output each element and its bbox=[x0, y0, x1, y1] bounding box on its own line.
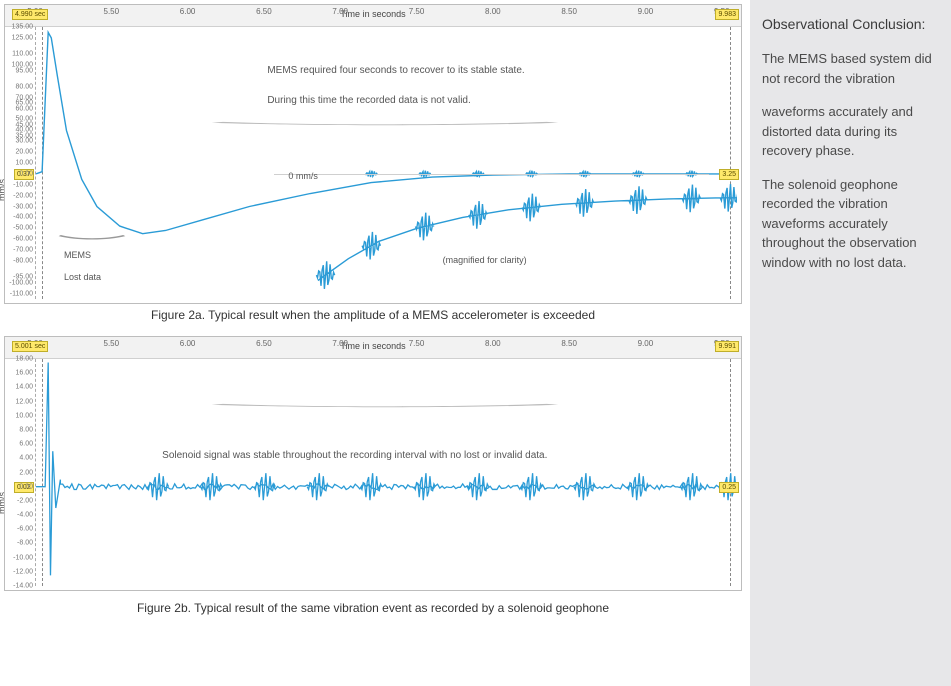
y-tick: 20.00 bbox=[9, 149, 33, 156]
y-tick: 80.00 bbox=[9, 83, 33, 90]
y-tick: 135.00 bbox=[9, 24, 33, 31]
y-tick: -100.00 bbox=[9, 279, 33, 286]
sidebar-panel: Observational Conclusion: The MEMS based… bbox=[750, 0, 951, 686]
x-tick: 8.50 bbox=[561, 339, 577, 348]
y-tick: -4.00 bbox=[9, 512, 33, 519]
x-tick: 6.00 bbox=[180, 7, 196, 16]
y-tick: 2.00 bbox=[9, 469, 33, 476]
y-tick: -50.00 bbox=[9, 225, 33, 232]
y-tick: -40.00 bbox=[9, 214, 33, 221]
x-tick: 8.50 bbox=[561, 7, 577, 16]
zero-badge-right-a: 3.25 bbox=[719, 169, 739, 180]
zero-badge-right-b: 0.25 bbox=[719, 482, 739, 493]
x-tick: 7.00 bbox=[332, 7, 348, 16]
x-tick: 6.50 bbox=[256, 7, 272, 16]
y-tick: -70.00 bbox=[9, 247, 33, 254]
y-tick: 0.00 bbox=[9, 483, 33, 490]
y-tick: 10.00 bbox=[9, 160, 33, 167]
chart-b-xtitle: Time in seconds bbox=[340, 341, 405, 351]
chart-a-wrap: mm/s Time in seconds 5.005.506.006.507.0… bbox=[4, 4, 742, 336]
y-tick: 110.00 bbox=[9, 51, 33, 58]
y-tick: 18.00 bbox=[9, 356, 33, 363]
y-tick: -14.00 bbox=[9, 583, 33, 590]
y-tick: 0.00 bbox=[9, 170, 33, 177]
y-tick: -2.00 bbox=[9, 497, 33, 504]
y-tick: -6.00 bbox=[9, 526, 33, 533]
mems-label: MEMS bbox=[64, 250, 91, 260]
magnified-label: (magnified for clarity) bbox=[443, 255, 527, 265]
brace-long-a-icon: ︶ bbox=[203, 118, 567, 137]
sidebar-p1: The MEMS based system did not record the… bbox=[762, 49, 939, 88]
lost-data-label: Lost data bbox=[64, 272, 101, 282]
zero-line-a bbox=[274, 174, 709, 175]
y-tick: 14.00 bbox=[9, 384, 33, 391]
chart-b-plot: 5.001 sec 9.991 ︶ Solenoid signal was st… bbox=[35, 359, 737, 586]
chart-b-caption: Figure 2b. Typical result of the same vi… bbox=[4, 601, 742, 615]
y-tick: -10.00 bbox=[9, 554, 33, 561]
y-tick: 95.00 bbox=[9, 67, 33, 74]
y-tick: -8.00 bbox=[9, 540, 33, 547]
y-tick: 4.00 bbox=[9, 455, 33, 462]
sidebar-heading: Observational Conclusion: bbox=[762, 14, 939, 35]
x-tick: 9.00 bbox=[638, 7, 654, 16]
x-tick: 6.50 bbox=[256, 339, 272, 348]
y-tick: -110.00 bbox=[9, 290, 33, 297]
x-tick: 7.00 bbox=[332, 339, 348, 348]
x-tick: 5.50 bbox=[104, 339, 120, 348]
y-tick: -12.00 bbox=[9, 568, 33, 575]
sidebar-p3: The solenoid geophone recorded the vibra… bbox=[762, 175, 939, 273]
chart-a-header: Time in seconds 5.005.506.006.507.007.50… bbox=[5, 5, 741, 27]
sidebar-p2: waveforms accurately and distorted data … bbox=[762, 102, 939, 161]
y-tick: 10.00 bbox=[9, 412, 33, 419]
note-stable: Solenoid signal was stable throughout th… bbox=[162, 450, 667, 461]
x-tick: 6.00 bbox=[180, 339, 196, 348]
zero-label-a: 0 mm/s bbox=[288, 171, 318, 181]
y-tick: 30.00 bbox=[9, 138, 33, 145]
y-tick: 16.00 bbox=[9, 370, 33, 377]
note-recovery-1: MEMS required four seconds to recover to… bbox=[267, 65, 653, 76]
x-tick: 8.00 bbox=[485, 7, 501, 16]
chart-b-wrap: mm/s Time in seconds 5.005.506.006.507.0… bbox=[4, 336, 742, 629]
chart-b-header: Time in seconds 5.005.506.006.507.007.50… bbox=[5, 337, 741, 359]
time-badge-left-b: 5.001 sec bbox=[12, 341, 48, 352]
y-tick: 6.00 bbox=[9, 441, 33, 448]
x-tick: 7.50 bbox=[409, 7, 425, 16]
chart-b: Time in seconds 5.005.506.006.507.007.50… bbox=[4, 336, 742, 591]
x-tick: 8.00 bbox=[485, 339, 501, 348]
chart-a-caption: Figure 2a. Typical result when the ampli… bbox=[4, 308, 742, 322]
chart-b-waveform bbox=[36, 359, 737, 586]
chart-a: Time in seconds 5.005.506.006.507.007.50… bbox=[4, 4, 742, 304]
y-tick: 12.00 bbox=[9, 398, 33, 405]
y-tick: -10.00 bbox=[9, 181, 33, 188]
chart-a-xtitle: Time in seconds bbox=[340, 9, 405, 19]
x-tick: 5.50 bbox=[104, 7, 120, 16]
y-tick: -80.00 bbox=[9, 257, 33, 264]
main-column: mm/s Time in seconds 5.005.506.006.507.0… bbox=[0, 0, 750, 686]
y-tick: 8.00 bbox=[9, 426, 33, 433]
note-recovery-2: During this time the recorded data is no… bbox=[267, 95, 653, 106]
y-tick: 60.00 bbox=[9, 105, 33, 112]
y-tick: 125.00 bbox=[9, 34, 33, 41]
x-tick: 7.50 bbox=[409, 339, 425, 348]
time-badge-right-a: 9.983 bbox=[715, 9, 739, 20]
time-badge-left-a: 4.990 sec bbox=[12, 9, 48, 20]
time-badge-right-b: 9.991 bbox=[715, 341, 739, 352]
y-tick: -60.00 bbox=[9, 236, 33, 243]
chart-a-plot: 4.990 sec 9.983 MEMS required four secon… bbox=[35, 27, 737, 299]
y-tick: -30.00 bbox=[9, 203, 33, 210]
brace-long-b-icon: ︶ bbox=[203, 400, 567, 419]
x-tick: 9.00 bbox=[638, 339, 654, 348]
y-tick: -20.00 bbox=[9, 192, 33, 199]
